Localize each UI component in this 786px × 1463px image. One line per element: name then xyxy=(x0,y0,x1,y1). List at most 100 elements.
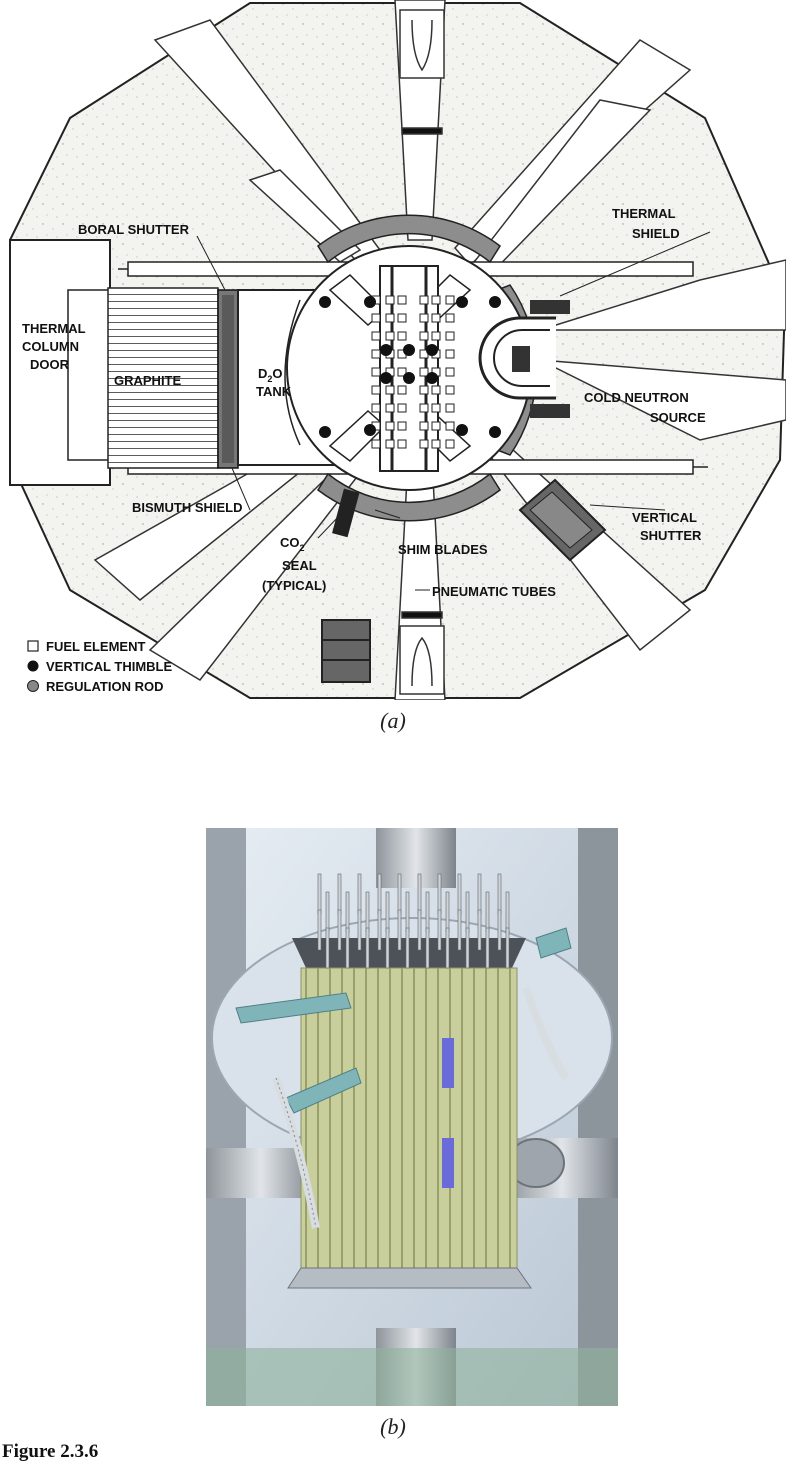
fuel-pin xyxy=(505,891,510,933)
fuel-pin xyxy=(477,909,482,951)
label-thermal-shield-line1: THERMAL xyxy=(612,206,676,221)
label-thermal-column-line3: DOOR xyxy=(30,357,70,372)
label-vertical-shutter-line1: VERTICAL xyxy=(632,510,697,525)
reactor-core-3d-rendering xyxy=(206,828,618,1406)
fuel-element xyxy=(445,385,455,395)
fuel-pin xyxy=(417,873,422,915)
fuel-pin xyxy=(457,909,462,951)
fuel-element xyxy=(397,385,407,395)
fuel-pin xyxy=(345,891,350,933)
vertical-thimble xyxy=(403,372,415,384)
fuel-pin xyxy=(465,927,470,969)
fuel-element xyxy=(397,403,407,413)
fuel-pin xyxy=(385,927,390,969)
fuel-pin xyxy=(397,873,402,915)
fuel-element xyxy=(371,385,381,395)
co2-seal-box xyxy=(321,619,371,683)
figure-label: Figure 2.3.6 xyxy=(2,1441,99,1462)
vertical-thimble xyxy=(380,372,392,384)
reactor-cross-section-diagram: BORAL SHUTTER THERMAL SHIELD THERMAL COL… xyxy=(9,0,786,700)
fuel-element xyxy=(371,403,381,413)
fuel-element xyxy=(397,295,407,305)
fuel-pin xyxy=(357,873,362,915)
label-tank: TANK xyxy=(256,384,292,399)
fuel-element xyxy=(419,403,429,413)
legend: FUEL ELEMENT VERTICAL THIMBLE REGULATION… xyxy=(27,639,172,694)
fuel-pin xyxy=(377,909,382,951)
fuel-element xyxy=(431,331,441,341)
fuel-element xyxy=(371,331,381,341)
fuel-element xyxy=(445,421,455,431)
label-vertical-shutter-line2: SHUTTER xyxy=(640,528,702,543)
door-inner xyxy=(67,289,111,461)
fuel-pin xyxy=(497,873,502,915)
fuel-pin xyxy=(497,909,502,951)
fuel-pin xyxy=(465,891,470,933)
fuel-pin xyxy=(397,909,402,951)
fuel-element xyxy=(419,439,429,449)
fuel-pin xyxy=(485,927,490,969)
fuel-pin xyxy=(477,873,482,915)
label-thermal-column-line2: COLUMN xyxy=(22,339,79,354)
fuel-element xyxy=(445,295,455,305)
control-arm-right xyxy=(535,927,572,959)
label-thermal-shield-line2: SHIELD xyxy=(632,226,680,241)
fuel-element xyxy=(419,295,429,305)
label-boral-shutter: BORAL SHUTTER xyxy=(78,222,190,237)
vertical-thimble xyxy=(364,424,376,436)
fuel-element xyxy=(385,385,395,395)
core-elements xyxy=(319,295,501,449)
fuel-element xyxy=(397,439,407,449)
label-pneumatic-tubes: PNEUMATIC TUBES xyxy=(432,584,556,599)
label-co2: CO2 xyxy=(280,535,305,553)
fuel-element xyxy=(419,367,429,377)
fuel-element xyxy=(397,367,407,377)
legend-fuel-element: FUEL ELEMENT xyxy=(46,639,145,654)
fuel-element xyxy=(371,439,381,449)
vertical-thimble xyxy=(489,296,501,308)
fuel-pin xyxy=(445,891,450,933)
fuel-element xyxy=(419,313,429,323)
fuel-pin xyxy=(325,927,330,969)
fuel-element xyxy=(385,295,395,305)
fuel-pin xyxy=(437,909,442,951)
fuel-element xyxy=(445,313,455,323)
graphite-block xyxy=(107,287,219,469)
fuel-element xyxy=(445,403,455,413)
flexible-tube-right xyxy=(522,986,570,1081)
fuel-element xyxy=(371,313,381,323)
fuel-pin xyxy=(345,927,350,969)
fuel-pin xyxy=(425,891,430,933)
fuel-element xyxy=(385,331,395,341)
fuel-pin xyxy=(505,927,510,969)
vertical-thimble xyxy=(426,344,438,356)
fuel-element xyxy=(371,367,381,377)
fuel-element xyxy=(397,421,407,431)
fuel-element xyxy=(385,421,395,431)
label-d2o: D2O xyxy=(258,366,283,384)
fuel-pin xyxy=(445,927,450,969)
vertical-thimble xyxy=(380,344,392,356)
label-seal: SEAL xyxy=(282,558,317,573)
fuel-pin xyxy=(485,891,490,933)
fuel-element xyxy=(397,313,407,323)
fuel-element xyxy=(431,313,441,323)
vertical-thimble xyxy=(489,426,501,438)
fuel-element xyxy=(445,349,455,359)
fuel-element xyxy=(385,313,395,323)
cold-neutron-source-part xyxy=(478,300,570,418)
vertical-thimble xyxy=(364,296,376,308)
fuel-element xyxy=(445,439,455,449)
fuel-assembly xyxy=(287,873,532,1289)
fuel-fins xyxy=(305,968,511,1268)
control-arm-mid xyxy=(285,1067,362,1114)
label-cold-neutron-line2: SOURCE xyxy=(650,410,706,425)
vertical-thimble xyxy=(456,296,468,308)
fuel-pin xyxy=(377,873,382,915)
control-arm-left xyxy=(235,992,352,1024)
fuel-element xyxy=(431,439,441,449)
fuel-pin xyxy=(337,909,342,951)
fuel-pin xyxy=(337,873,342,915)
label-shim-blades: SHIM BLADES xyxy=(398,542,488,557)
fuel-pin xyxy=(385,891,390,933)
